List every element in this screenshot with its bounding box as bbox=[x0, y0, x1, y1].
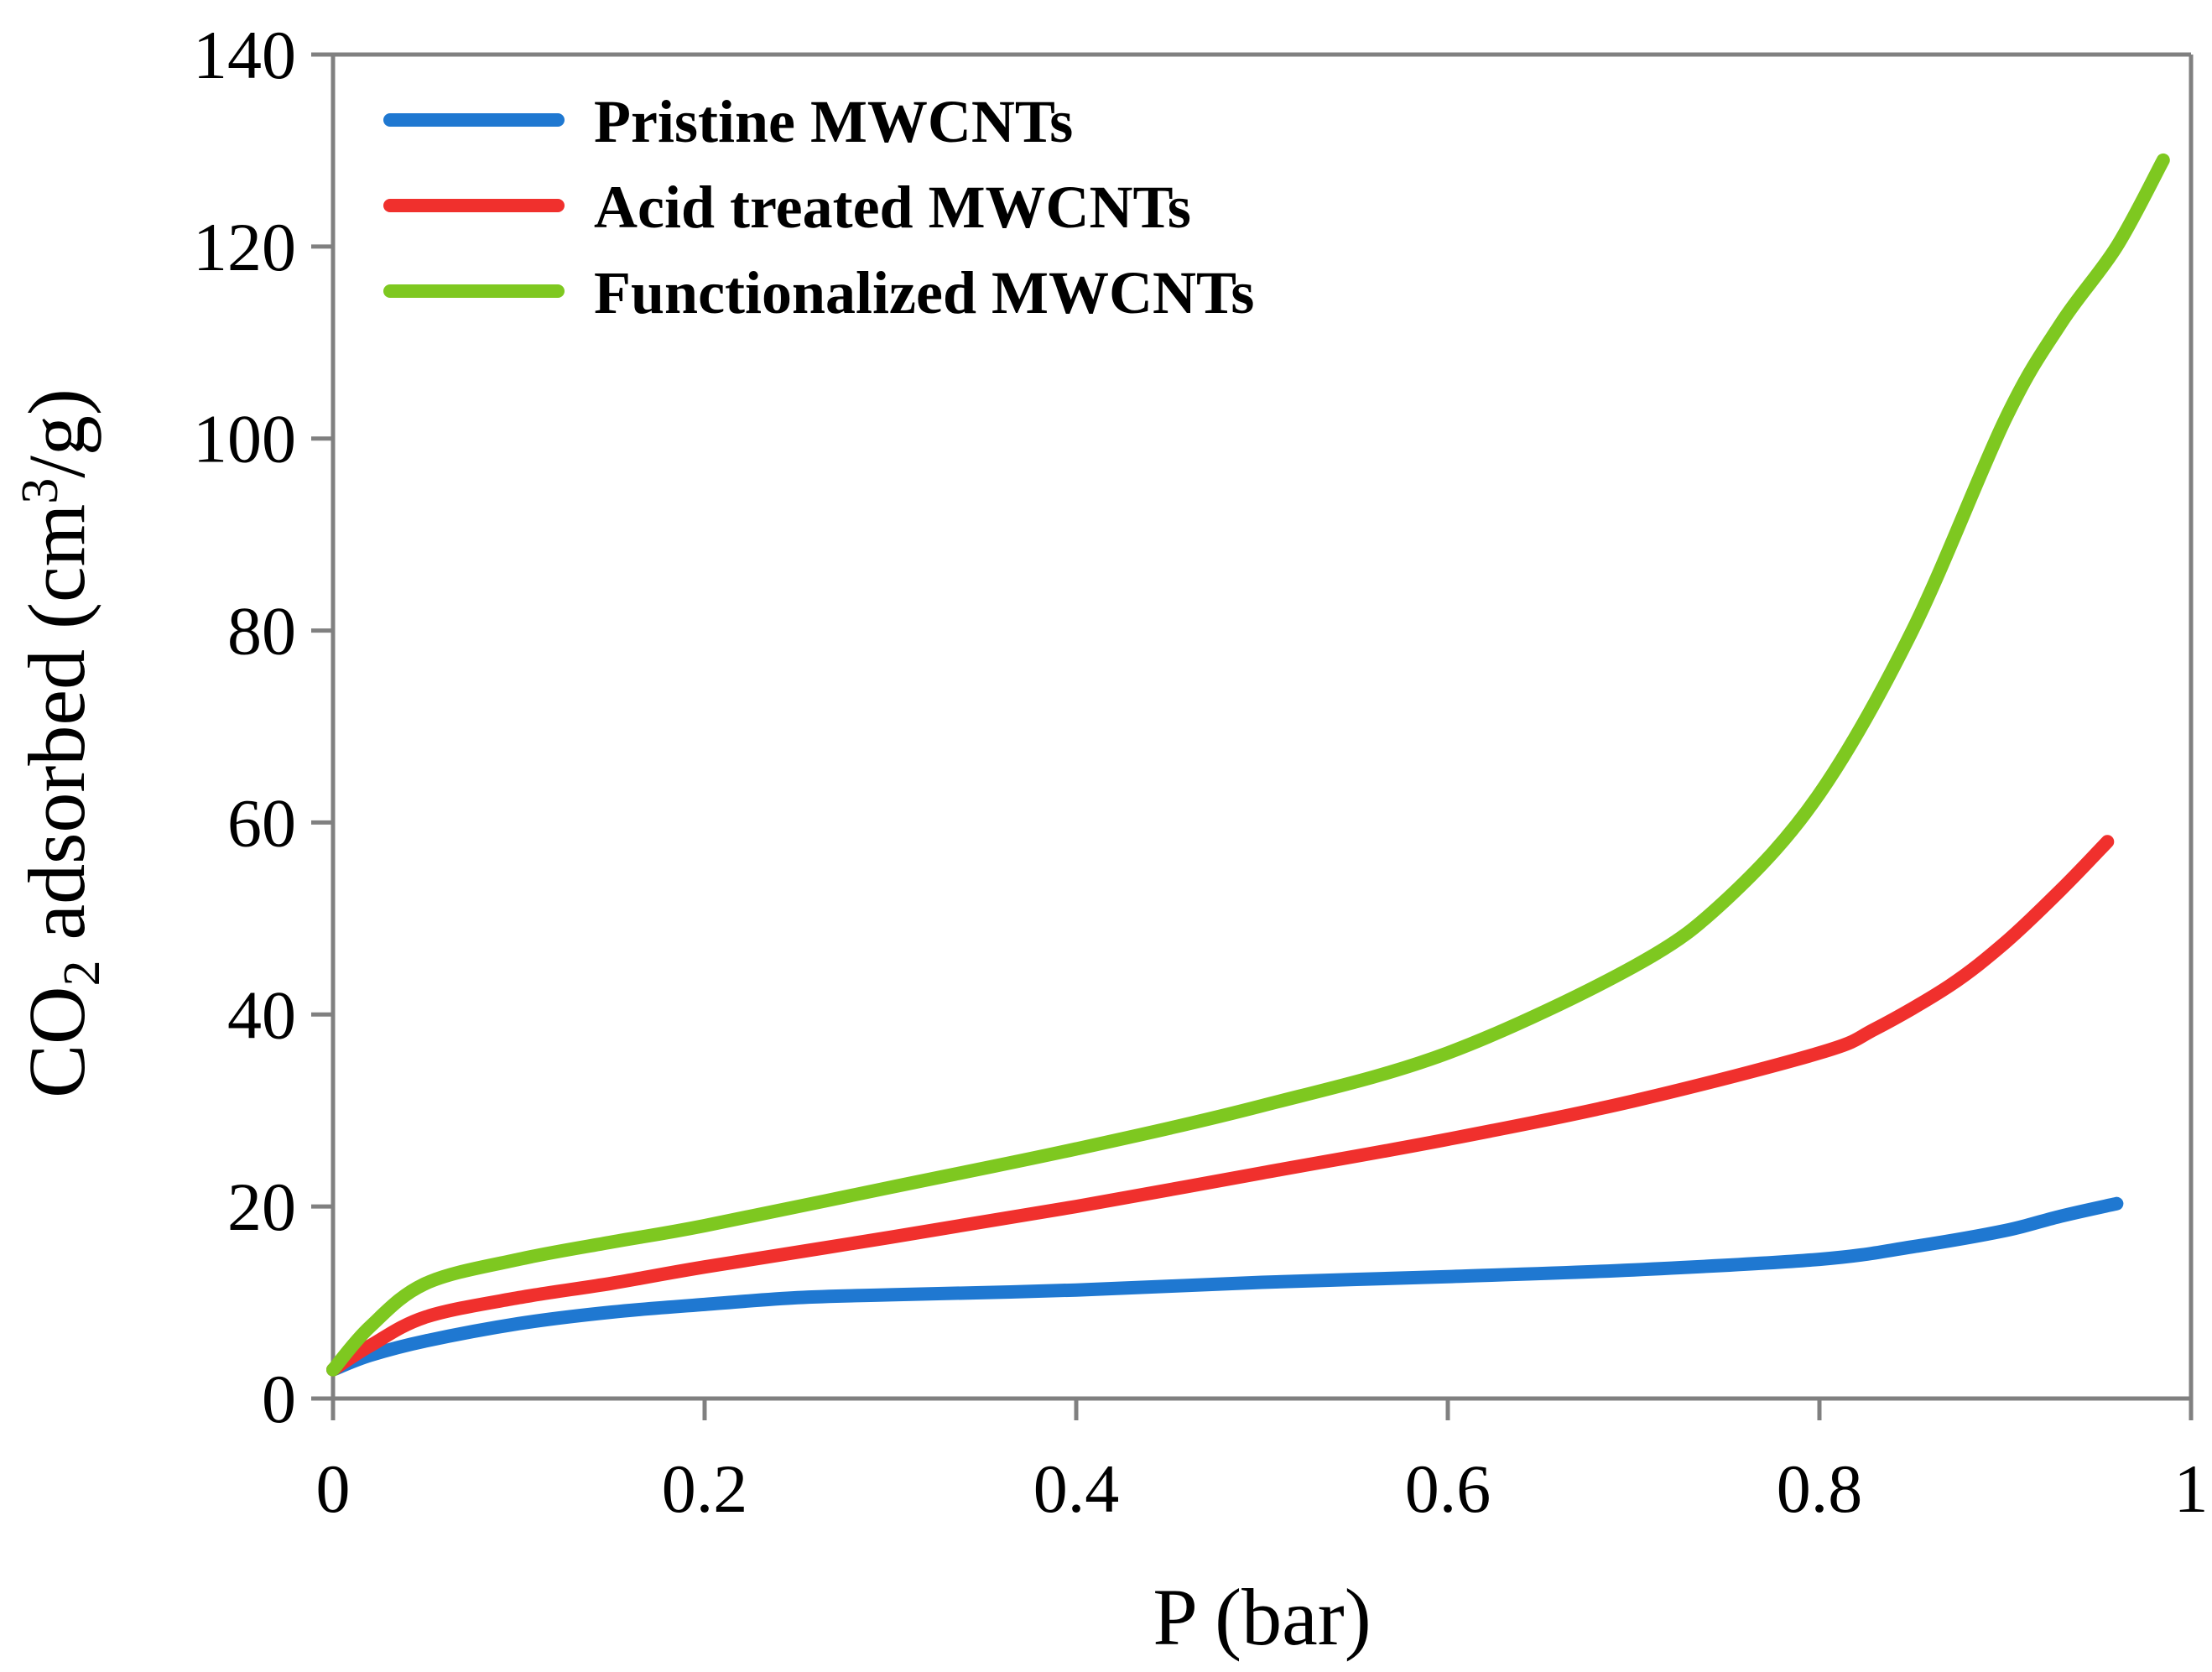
legend: Pristine MWCNTs Acid treated MWCNTs Functi… bbox=[383, 88, 1254, 326]
series-layer bbox=[326, 153, 2170, 1377]
series-line-functionalized-mwcnts bbox=[326, 153, 2170, 1377]
x-axis-title: P (bar) bbox=[1153, 1572, 1371, 1662]
y-tick-label: 80 bbox=[227, 593, 296, 669]
legend-label-pristine-mwcnts: Pristine MWCNTs bbox=[594, 88, 1073, 155]
y-tick-label: 20 bbox=[227, 1169, 296, 1245]
series-line-pristine-mwcnts bbox=[326, 1196, 2124, 1377]
y-axis-title-suffix: /g) bbox=[12, 388, 101, 478]
y-tick-label: 60 bbox=[227, 784, 296, 861]
plot-frame bbox=[330, 52, 2194, 1401]
x-tick-label: 1 bbox=[2174, 1451, 2209, 1527]
y-tick-label: 120 bbox=[193, 209, 296, 285]
y-axis-title: CO2 adsorbed (cm3/g) bbox=[12, 388, 111, 1098]
series-line-acid-treated-mwcnts bbox=[326, 835, 2115, 1377]
x-tick-label: 0.6 bbox=[1405, 1451, 1491, 1527]
x-tick-label: 0.2 bbox=[662, 1451, 748, 1527]
x-tick-label: 0.8 bbox=[1777, 1451, 1863, 1527]
y-axis-title-prefix: CO bbox=[12, 987, 101, 1098]
x-tick-label: 0 bbox=[316, 1451, 351, 1527]
y-axis-title-superscript: 3 bbox=[12, 478, 69, 504]
legend-label-acid-treated-mwcnts: Acid treated MWCNTs bbox=[594, 174, 1191, 241]
x-axis-ticks: 0 0.2 0.4 0.6 0.8 1 bbox=[316, 1399, 2209, 1527]
y-tick-label: 100 bbox=[193, 401, 296, 477]
x-tick-label: 0.4 bbox=[1033, 1451, 1120, 1527]
y-axis-ticks: 0 20 40 60 80 100 120 140 bbox=[193, 17, 333, 1437]
y-axis-title-middle: adsorbed (cm bbox=[12, 504, 101, 961]
y-tick-label: 40 bbox=[227, 977, 296, 1053]
y-tick-label: 140 bbox=[193, 17, 296, 93]
legend-label-functionalized-mwcnts: Functionalized MWCNTs bbox=[594, 259, 1254, 326]
y-axis-title-subscript: 2 bbox=[54, 961, 111, 987]
y-tick-label: 0 bbox=[262, 1361, 296, 1437]
